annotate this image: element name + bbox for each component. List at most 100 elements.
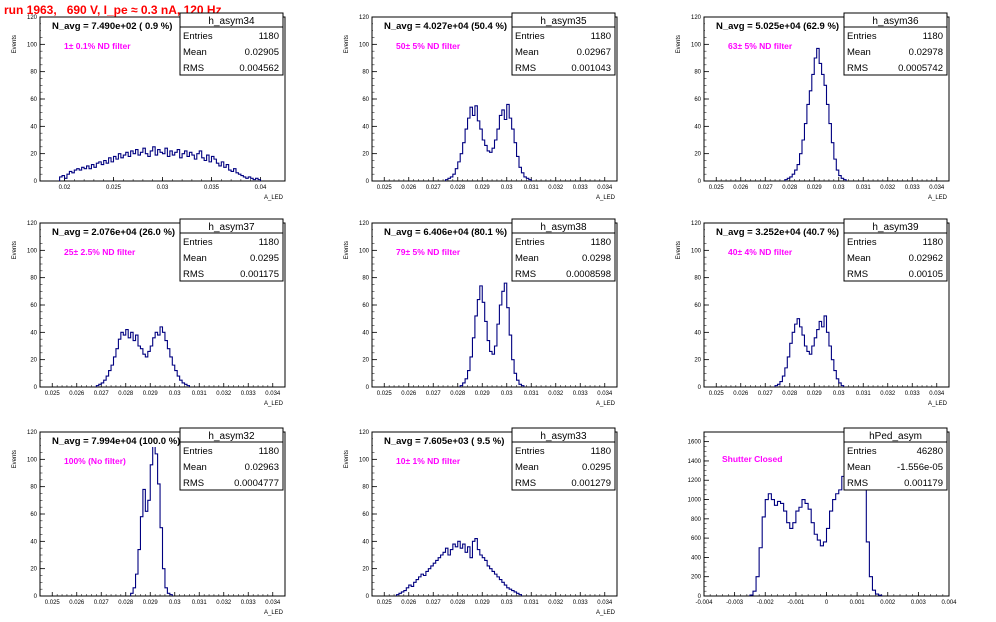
y-tick-label: 40 <box>362 124 369 130</box>
y-tick-label: 60 <box>30 512 37 518</box>
x-tick-label: 0.033 <box>241 391 257 397</box>
y-tick-label: 100 <box>691 248 702 254</box>
x-tick-label: 0.04 <box>255 185 267 191</box>
histogram-line <box>774 315 845 387</box>
histogram-panel-h_asym32: 0.025 0.026 0.027 0.028 0.029 0.03 0.031 0.032 0… <box>12 427 286 616</box>
stats-value-entries: 1180 <box>259 446 279 457</box>
x-tick-label: 0.02 <box>59 185 71 191</box>
stats-value-rms: 0.0005742 <box>898 63 943 74</box>
y-tick-label: 40 <box>362 330 369 336</box>
stats-box: h_asym37 Entries 1180 Mean 0.0295 RMS 0.001175 <box>179 218 284 282</box>
stats-label-rms: RMS <box>847 63 868 74</box>
x-tick-label: 0.03 <box>501 391 513 397</box>
x-tick-label: 0.033 <box>573 185 589 191</box>
navg-box: N_avg = 2.076e+04 (26.0 %) <box>41 224 209 238</box>
stats-value-rms: 0.001043 <box>571 63 611 74</box>
y-axis-label: Events <box>12 35 18 53</box>
navg-box: N_avg = 6.406e+04 (80.1 %) <box>373 224 541 238</box>
x-tick-label: 0.033 <box>241 600 257 606</box>
y-tick-label: 80 <box>694 276 701 282</box>
stats-label-entries: Entries <box>847 237 877 248</box>
y-tick-label: 100 <box>359 457 370 463</box>
y-tick-label: 600 <box>691 536 702 542</box>
x-axis-label: A_LED <box>928 195 948 201</box>
stats-value-entries: 1180 <box>259 237 279 248</box>
y-tick-label: 80 <box>362 485 369 491</box>
x-tick-label: 0.029 <box>807 391 823 397</box>
navg-box-bg <box>705 224 873 238</box>
stats-value-rms: 0.001179 <box>904 478 943 489</box>
navg-box: N_avg = 4.027e+04 (50.4 %) <box>373 18 541 32</box>
stats-value-entries: 1180 <box>591 446 611 457</box>
stats-label-mean: Mean <box>847 253 871 264</box>
x-tick-label: 0.027 <box>426 600 442 606</box>
stats-label-mean: Mean <box>847 462 871 473</box>
navg-box: N_avg = 3.252e+04 (40.7 %) <box>705 224 873 238</box>
x-tick-label: 0.029 <box>475 185 491 191</box>
stats-value-entries: 1180 <box>591 237 611 248</box>
stats-label-rms: RMS <box>183 63 204 74</box>
filter-annotation: 50± 5% ND filter <box>396 41 461 51</box>
x-tick-label: 0.031 <box>856 185 872 191</box>
x-tick-label: 0.026 <box>69 600 85 606</box>
stats-box-frame <box>179 12 284 76</box>
y-tick-label: 120 <box>691 221 702 227</box>
stats-label-entries: Entries <box>515 237 545 248</box>
histogram-line <box>444 103 532 181</box>
y-tick-label: 40 <box>694 124 701 130</box>
y-tick-label: 0 <box>698 179 702 185</box>
y-tick-label: 0 <box>34 179 38 185</box>
x-tick-label: 0.032 <box>548 185 564 191</box>
x-tick-label: 0.029 <box>143 391 159 397</box>
stats-hist-name: h_asym38 <box>540 222 587 233</box>
y-tick-label: 20 <box>694 152 701 158</box>
x-tick-label: 0.031 <box>192 600 208 606</box>
x-tick-label: 0.031 <box>192 391 208 397</box>
filter-annotation: 10± 1% ND filter <box>396 456 461 466</box>
x-tick-label: 0.033 <box>905 391 921 397</box>
x-tick-label: 0.026 <box>401 391 417 397</box>
stats-label-entries: Entries <box>847 446 877 457</box>
histogram-panel-hPed_asym: -0.004 -0.003 -0.002 -0.001 0 0.001 0.002 0.003… <box>688 427 957 606</box>
x-tick-label: 0.032 <box>880 391 896 397</box>
navg-text: N_avg = 7.605e+03 ( 9.5 %) <box>384 436 504 447</box>
stats-label-rms: RMS <box>515 269 536 280</box>
stats-label-mean: Mean <box>847 47 871 58</box>
x-tick-label: 0.031 <box>856 391 872 397</box>
stats-box: h_asym38 Entries 1180 Mean 0.0298 RMS 0.000859… <box>511 218 616 282</box>
navg-box-bg <box>41 433 209 447</box>
y-tick-label: 100 <box>691 42 702 48</box>
x-tick-label: 0.03 <box>501 185 513 191</box>
y-tick-label: 80 <box>362 276 369 282</box>
y-tick-label: 100 <box>27 457 38 463</box>
navg-box-bg <box>373 18 541 32</box>
stats-label-entries: Entries <box>183 237 213 248</box>
x-tick-label: 0.028 <box>782 185 798 191</box>
stats-value-mean: 0.02962 <box>909 253 943 264</box>
x-tick-label: 0.025 <box>709 185 725 191</box>
x-axis-label: A_LED <box>264 195 284 201</box>
x-tick-label: 0.003 <box>911 600 927 606</box>
x-tick-label: 0.025 <box>377 185 393 191</box>
stats-hist-name: h_asym36 <box>872 16 919 27</box>
navg-box-bg <box>41 18 209 32</box>
stats-hist-name: h_asym35 <box>540 16 587 27</box>
stats-label-rms: RMS <box>183 269 204 280</box>
histogram-panel-h_asym37: 0.025 0.026 0.027 0.028 0.029 0.03 0.031 0.032 0… <box>12 218 286 407</box>
y-tick-label: 0 <box>366 385 370 391</box>
x-tick-label: 0.034 <box>265 600 281 606</box>
y-tick-label: 60 <box>694 97 701 103</box>
y-tick-label: 800 <box>691 517 702 523</box>
stats-value-mean: 0.02905 <box>245 47 279 58</box>
y-tick-label: 60 <box>362 303 369 309</box>
x-tick-label: 0.03 <box>833 391 845 397</box>
stats-label-rms: RMS <box>183 478 204 489</box>
filter-annotation: 100% (No filter) <box>64 456 126 466</box>
stats-label-entries: Entries <box>183 31 213 42</box>
stats-value-mean: 0.02967 <box>577 47 611 58</box>
navg-box: N_avg = 5.025e+04 (62.9 %) <box>705 18 873 32</box>
y-tick-label: 1600 <box>688 440 702 446</box>
x-tick-label: 0.029 <box>475 600 491 606</box>
y-tick-label: 20 <box>362 567 369 573</box>
histogram-panel-h_asym33: 0.025 0.026 0.027 0.028 0.029 0.03 0.031 0.032 0… <box>344 427 618 616</box>
